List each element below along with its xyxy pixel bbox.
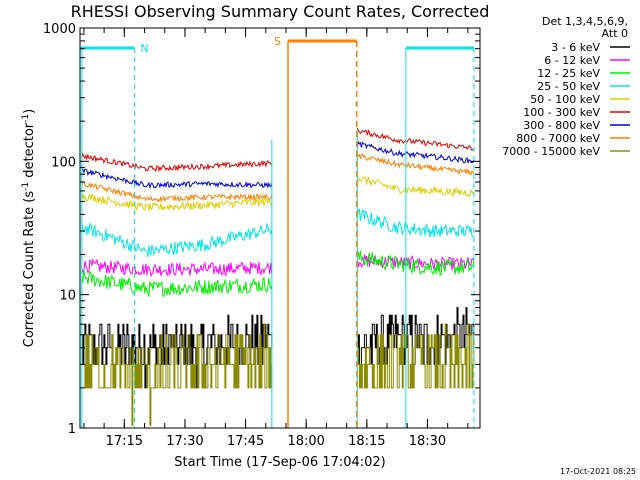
legend-label: 300 - 800 keV xyxy=(523,119,600,132)
x-tick-label: 17:15 xyxy=(106,434,143,449)
series-line-8-seg2 xyxy=(356,153,475,176)
y-axis-label-main: Corrected Count Rate (s xyxy=(22,191,37,348)
axes-layer: 1 10 100 1000 17:15 17:30 17:45 18:00 18:15 18:30 xyxy=(43,22,480,449)
legend-label: 100 - 300 keV xyxy=(523,106,600,119)
legend-label: 7000 - 15000 keV xyxy=(502,145,600,158)
y-axis-label-exponent-2: -1 xyxy=(21,114,31,123)
series-line-5-seg1 xyxy=(81,193,273,212)
y-axis-label-exponent: -1 xyxy=(21,182,31,191)
series-line-9-seg1 xyxy=(81,323,273,426)
legend-label: 800 - 7000 keV xyxy=(516,132,600,145)
series-line-2-seg1 xyxy=(81,258,273,278)
x-tick-label: 18:00 xyxy=(287,434,324,449)
legend-label: 3 - 6 keV xyxy=(551,41,600,54)
footer-date: 17-Oct-2021 08:25 xyxy=(560,467,636,476)
series-line-9-seg2 xyxy=(357,323,475,389)
legend-header-line-1: Det 1,3,4,5,6,9, xyxy=(542,15,628,28)
x-tick-label: 17:45 xyxy=(227,434,264,449)
data-layer xyxy=(81,128,475,426)
y-axis-label: Corrected Count Rate (s-1 detector-1) xyxy=(21,109,37,347)
y-tick-label: 100 xyxy=(51,155,76,170)
x-tick-label: 18:30 xyxy=(409,434,446,449)
series-line-3-seg2 xyxy=(356,250,475,276)
saa-flag-label: S xyxy=(274,35,281,48)
y-axis-label-close: ) xyxy=(22,109,37,114)
x-tick-label: 17:30 xyxy=(166,434,203,449)
series-line-4-seg1 xyxy=(81,222,273,258)
y-axis-label-tail: detector xyxy=(22,122,37,182)
series-line-6-seg2 xyxy=(356,128,475,152)
x-axis-label: Start Time (17-Sep-06 17:04:02) xyxy=(174,455,385,470)
series-line-5-seg2 xyxy=(356,176,475,197)
legend-label: 25 - 50 keV xyxy=(537,80,600,93)
y-tick-label: 10 xyxy=(59,289,76,304)
chart-title: RHESSI Observing Summary Count Rates, Co… xyxy=(71,2,490,21)
legend-label: 50 - 100 keV xyxy=(530,93,600,106)
series-line-8-seg1 xyxy=(81,181,273,203)
series-line-4-seg2 xyxy=(356,208,474,238)
series-line-3-seg1 xyxy=(81,269,273,297)
legend-label: 12 - 25 keV xyxy=(537,67,600,80)
legend-label: 6 - 12 keV xyxy=(544,54,600,67)
series-line-6-seg1 xyxy=(81,152,273,173)
y-tick-label: 1 xyxy=(68,422,76,437)
series-line-7-seg2 xyxy=(356,140,475,164)
series-line-7-seg1 xyxy=(81,168,273,189)
night-flag-label: N xyxy=(140,42,148,55)
x-tick-label: 18:15 xyxy=(348,434,385,449)
legend-header-line-2: Att 0 xyxy=(602,27,628,40)
y-tick-label: 1000 xyxy=(43,22,76,37)
plot-frame xyxy=(79,27,481,429)
